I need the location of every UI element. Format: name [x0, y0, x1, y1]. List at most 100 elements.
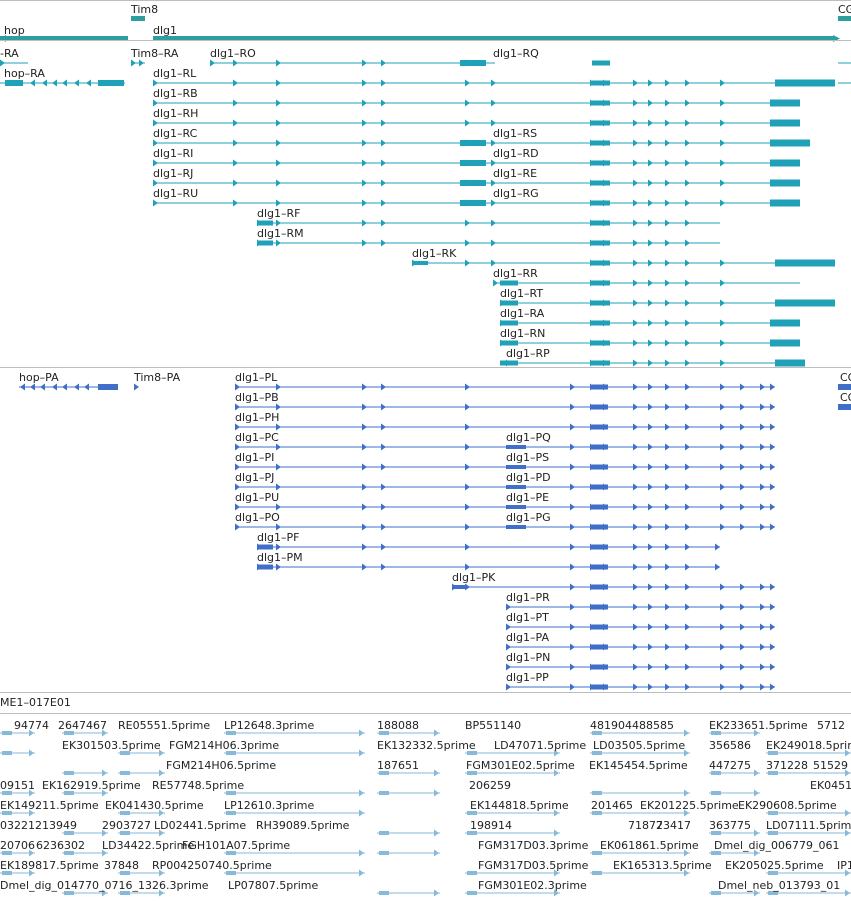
gene-label[interactable]: hop [4, 24, 25, 37]
protein-label[interactable]: dlg1–PK [452, 571, 496, 584]
est-label[interactable]: 51529 [813, 759, 848, 772]
est-label[interactable]: FGM317D03.5prime [478, 859, 589, 872]
est-label[interactable]: Dmel_dig_014770_0716_1326.3prime [0, 879, 209, 892]
protein-label[interactable]: CG [840, 391, 851, 404]
est-label[interactable]: LD07111.5prime [766, 819, 851, 832]
protein-label[interactable]: dlg1–PD [506, 471, 551, 484]
protein-label[interactable]: dlg1–PM [257, 551, 303, 564]
est-label[interactable]: EK144818.5prime [470, 799, 569, 812]
protein-label[interactable]: dlg1–PL [235, 371, 278, 384]
est-label[interactable]: 206259 [469, 779, 511, 792]
est-label[interactable]: EK0451 [810, 779, 851, 792]
est-label[interactable]: 363775 [709, 819, 751, 832]
protein-label[interactable]: dlg1–PB [235, 391, 279, 404]
transcript-label[interactable]: dlg1–RK [412, 247, 457, 260]
transcript-label[interactable]: dlg1–RS [493, 127, 538, 140]
est-label[interactable]: 201465 [591, 799, 633, 812]
est-label[interactable]: EK041430.5prime [105, 799, 204, 812]
est-label[interactable]: LD02441.5prime [154, 819, 247, 832]
gene-label[interactable]: dlg1 [153, 24, 178, 37]
protein-label[interactable]: dlg1–PA [506, 631, 549, 644]
est-label[interactable]: 71877 [628, 819, 663, 832]
clone-label[interactable]: ME1–017E01 [0, 696, 71, 709]
est-label[interactable]: LP07807.5prime [228, 879, 319, 892]
est-label[interactable]: EK132332.5prime [377, 739, 476, 752]
transcript-label[interactable]: dlg1–RJ [153, 167, 194, 180]
est-label[interactable]: EK149211.5prime [0, 799, 99, 812]
transcript-label[interactable]: dlg1–RF [257, 207, 301, 220]
est-label[interactable]: 371228 [766, 759, 808, 772]
transcript-label[interactable]: dlg1–RT [500, 287, 544, 300]
est-label[interactable]: FGM301E02.5prime [466, 759, 575, 772]
protein-label[interactable]: hop–PA [19, 371, 59, 384]
est-label[interactable]: EK061861.5prime [600, 839, 699, 852]
transcript-label[interactable]: dlg1–RB [153, 87, 198, 100]
est-label[interactable]: Dmel_neb_013793_01 [718, 879, 841, 892]
protein-label[interactable]: dlg1–PJ [235, 471, 275, 484]
transcript-label[interactable]: dlg1–RU [153, 187, 199, 200]
est-label[interactable]: 356586 [709, 739, 751, 752]
est-label[interactable]: FGM317D03.3prime [478, 839, 589, 852]
protein-label[interactable]: dlg1–PF [257, 531, 300, 544]
protein-label[interactable]: dlg1–PQ [506, 431, 551, 444]
protein-label[interactable]: dlg1–PS [506, 451, 550, 464]
est-label[interactable]: RE57748.5prime [152, 779, 245, 792]
est-label[interactable]: EK233651.5prime [709, 719, 808, 732]
transcript-label[interactable]: dlg1–RG [493, 187, 539, 200]
protein-label[interactable]: dlg1–PG [506, 511, 551, 524]
est-label[interactable]: FGM214H06.3prime [169, 739, 280, 752]
est-label[interactable]: EK290608.5prime [738, 799, 837, 812]
est-label[interactable]: RH39089.5prime [256, 819, 350, 832]
gene-label[interactable]: Tim8 [131, 3, 159, 16]
protein-label[interactable]: dlg1–PC [235, 431, 279, 444]
est-label[interactable]: Dmel_dig_006779_061 [714, 839, 840, 852]
est-label[interactable]: RP004250740.5prime [152, 859, 272, 872]
est-label[interactable]: LD34422.5prime [102, 839, 195, 852]
est-label[interactable]: 03221213949 [0, 819, 77, 832]
est-label[interactable]: EK162919.5prime [42, 779, 141, 792]
transcript-label[interactable]: dlg1–RE [493, 167, 538, 180]
protein-label[interactable]: dlg1–PI [235, 451, 275, 464]
est-label[interactable]: LP12610.3prime [224, 799, 315, 812]
transcript-label[interactable]: dlg1–RH [153, 107, 199, 120]
transcript-label[interactable]: dlg1–RC [153, 127, 198, 140]
est-label[interactable]: EK201225.5prime [640, 799, 739, 812]
est-label[interactable]: EK249018.5prime [766, 739, 851, 752]
transcript-label[interactable]: dlg1–RA [500, 307, 545, 320]
protein-label[interactable]: Tim8–PA [134, 371, 181, 384]
est-label[interactable]: 188088 [377, 719, 419, 732]
est-label[interactable]: IP1 [837, 859, 851, 872]
est-label[interactable]: EK205025.5prime [725, 859, 824, 872]
est-label[interactable]: EK145454.5prime [589, 759, 688, 772]
protein-label[interactable]: dlg1–PH [235, 411, 280, 424]
est-label[interactable]: 23417 [656, 819, 691, 832]
transcript-label[interactable]: hop–RA [4, 67, 45, 80]
est-label[interactable]: LD03505.5prime [593, 739, 686, 752]
est-label[interactable]: EK301503.5prime [62, 739, 161, 752]
est-label[interactable]: 94774 [14, 719, 49, 732]
transcript-label[interactable]: -RA [0, 47, 19, 60]
protein-label[interactable]: dlg1–PE [506, 491, 550, 504]
est-label[interactable]: 09151 [0, 779, 35, 792]
transcript-label[interactable]: dlg1–RI [153, 147, 194, 160]
est-label[interactable]: 198914 [470, 819, 512, 832]
est-label[interactable]: EK165313.5prime [613, 859, 712, 872]
protein-label[interactable]: dlg1–PO [235, 511, 280, 524]
transcript-label[interactable]: dlg1–RN [500, 327, 546, 340]
est-label[interactable]: 37848 [104, 859, 139, 872]
est-label[interactable]: RE05551.5prime [118, 719, 211, 732]
protein-label[interactable]: dlg1–PT [506, 611, 549, 624]
transcript-label[interactable]: dlg1–RP [506, 347, 550, 360]
est-label[interactable]: FGH101A07.5prime [182, 839, 291, 852]
est-label[interactable]: 447275 [709, 759, 751, 772]
transcript-label[interactable]: dlg1–RM [257, 227, 304, 240]
est-label[interactable]: FGM301E02.3prime [478, 879, 587, 892]
transcript-label[interactable]: Tim8–RA [131, 47, 179, 60]
est-label[interactable]: FGM214H06.5prime [166, 759, 277, 772]
est-label[interactable]: EK189817.5prime [0, 859, 99, 872]
protein-label[interactable]: dlg1–PN [506, 651, 551, 664]
gene-label[interactable]: CG [838, 3, 851, 16]
est-label[interactable]: LP12648.3prime [224, 719, 315, 732]
est-label[interactable]: 187651 [377, 759, 419, 772]
transcript-label[interactable]: dlg1–RD [493, 147, 539, 160]
